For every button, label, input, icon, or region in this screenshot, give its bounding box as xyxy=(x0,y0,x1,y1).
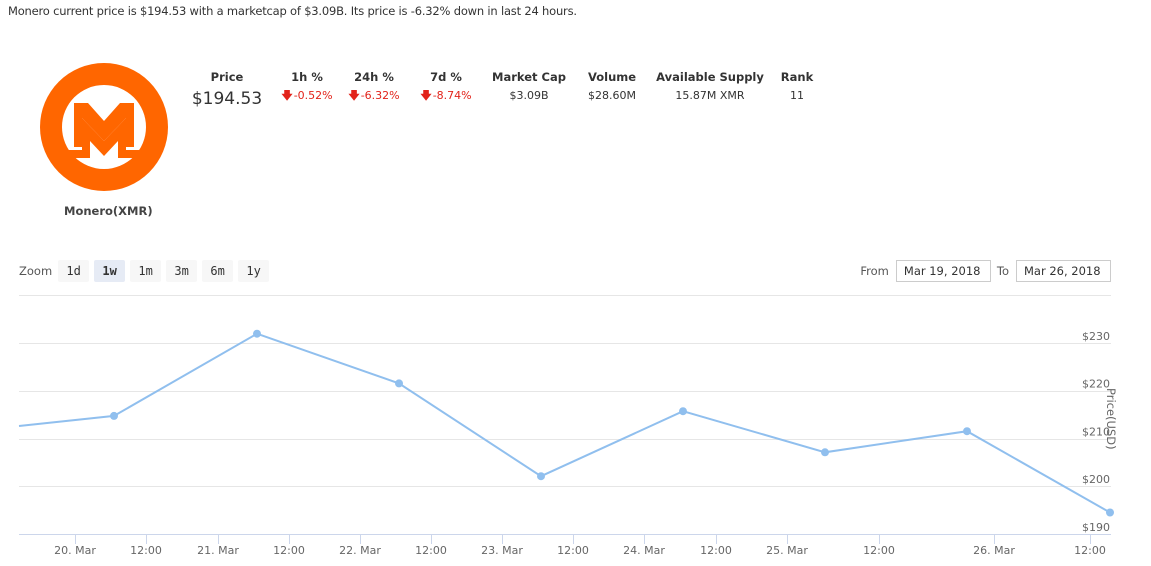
stats-table: Price $194.53 1h % 🡇-0.52% 24h % 🡇-6.32%… xyxy=(188,68,822,114)
x-axis-labels: 20. Mar 12:00 21. Mar 12:00 22. Mar 12:00 23. … xyxy=(54,544,1106,557)
stat-7d: 7d % 🡇-8.74% xyxy=(410,68,482,114)
date-range-selector: From To xyxy=(854,260,1111,282)
x-tick-label: 12:00 xyxy=(700,544,732,557)
zoom-1w-button[interactable]: 1w xyxy=(94,260,126,282)
x-tick-label: 12:00 xyxy=(273,544,305,557)
zoom-label: Zoom xyxy=(19,264,53,278)
stat-label: 7d % xyxy=(430,70,462,84)
price-chart-svg: $190 $200 $210 $220 $230 20. Mar 12:00 21. Mar… xyxy=(18,295,1114,557)
from-label: From xyxy=(860,264,889,278)
stat-rank: Rank 11 xyxy=(772,68,822,114)
y-axis-labels: $190 $200 $210 $220 $230 xyxy=(1082,330,1110,534)
x-tick-label: 12:00 xyxy=(1074,544,1106,557)
x-tick-label: 23. Mar xyxy=(481,544,523,557)
x-tick-label: 12:00 xyxy=(415,544,447,557)
x-tick-label: 12:00 xyxy=(557,544,589,557)
x-tick-label: 26. Mar xyxy=(973,544,1015,557)
x-tick-label: 12:00 xyxy=(863,544,895,557)
zoom-selector: Zoom 1d 1w 1m 3m 6m 1y xyxy=(19,260,274,282)
down-arrow-icon: 🡇 xyxy=(348,89,360,102)
stat-price: Price $194.53 xyxy=(188,68,266,114)
data-point[interactable] xyxy=(679,407,687,416)
data-point[interactable] xyxy=(1106,508,1114,517)
zoom-1d-button[interactable]: 1d xyxy=(58,260,90,282)
stat-value: $28.60M xyxy=(588,89,636,102)
down-arrow-icon: 🡇 xyxy=(281,89,293,102)
stat-label: 1h % xyxy=(291,70,323,84)
x-tick-label: 12:00 xyxy=(130,544,162,557)
stat-label: Price xyxy=(210,70,244,84)
down-arrow-icon: 🡇 xyxy=(420,89,432,102)
x-axis-ticks xyxy=(75,534,1091,544)
data-point[interactable] xyxy=(395,379,403,388)
stat-value: 🡇-8.74% xyxy=(410,86,482,106)
coin-logo-block: Monero(XMR) xyxy=(40,63,170,218)
data-point[interactable] xyxy=(821,448,829,457)
stat-value: $3.09B xyxy=(509,89,549,102)
from-date-input[interactable] xyxy=(895,260,991,282)
monero-logo-icon xyxy=(40,63,168,191)
x-tick-label: 24. Mar xyxy=(623,544,665,557)
stat-market-cap: Market Cap $3.09B xyxy=(482,68,576,114)
y-axis-title: Price(USD) xyxy=(1104,388,1118,450)
y-gridlines xyxy=(19,295,1111,487)
stat-available-supply: Available Supply 15.87M XMR xyxy=(648,68,772,114)
y-tick-label: $190 xyxy=(1082,521,1110,534)
coin-name: Monero(XMR) xyxy=(64,204,153,218)
price-summary-text: Monero current price is $194.53 with a m… xyxy=(8,4,577,18)
stat-value: 🡇-0.52% xyxy=(276,86,338,106)
stat-label: Volume xyxy=(587,70,637,84)
y-tick-label: $210 xyxy=(1082,425,1110,438)
x-tick-label: 20. Mar xyxy=(54,544,96,557)
stat-label: 24h % xyxy=(354,70,394,84)
stat-label: Rank xyxy=(780,70,814,84)
y-tick-label: $220 xyxy=(1082,378,1110,391)
stat-1h: 1h % 🡇-0.52% xyxy=(276,68,338,114)
stat-label: Market Cap xyxy=(492,70,566,84)
x-tick-label: 22. Mar xyxy=(339,544,381,557)
y-tick-label: $200 xyxy=(1082,473,1110,486)
zoom-1m-button[interactable]: 1m xyxy=(130,260,162,282)
stat-volume: Volume $28.60M xyxy=(576,68,648,114)
price-line xyxy=(18,332,1111,514)
zoom-6m-button[interactable]: 6m xyxy=(202,260,234,282)
price-chart: $190 $200 $210 $220 $230 20. Mar 12:00 21. Mar… xyxy=(0,290,1151,566)
to-date-input[interactable] xyxy=(1016,260,1111,282)
stat-value: 🡇-6.32% xyxy=(338,86,410,106)
stat-value: 11 xyxy=(790,89,804,102)
stat-value: $194.53 xyxy=(191,89,263,109)
to-label: To xyxy=(996,264,1009,278)
stat-label: Available Supply xyxy=(656,70,764,84)
zoom-1y-button[interactable]: 1y xyxy=(238,260,270,282)
data-point[interactable] xyxy=(537,472,545,481)
data-point[interactable] xyxy=(963,427,971,436)
y-tick-label: $230 xyxy=(1082,330,1110,343)
zoom-3m-button[interactable]: 3m xyxy=(166,260,198,282)
stat-value: 15.87M XMR xyxy=(675,89,745,102)
data-point[interactable] xyxy=(110,411,118,420)
x-tick-label: 21. Mar xyxy=(197,544,239,557)
stat-24h: 24h % 🡇-6.32% xyxy=(338,68,410,114)
data-point[interactable] xyxy=(253,329,261,338)
x-tick-label: 25. Mar xyxy=(766,544,808,557)
data-points[interactable] xyxy=(110,329,1114,517)
